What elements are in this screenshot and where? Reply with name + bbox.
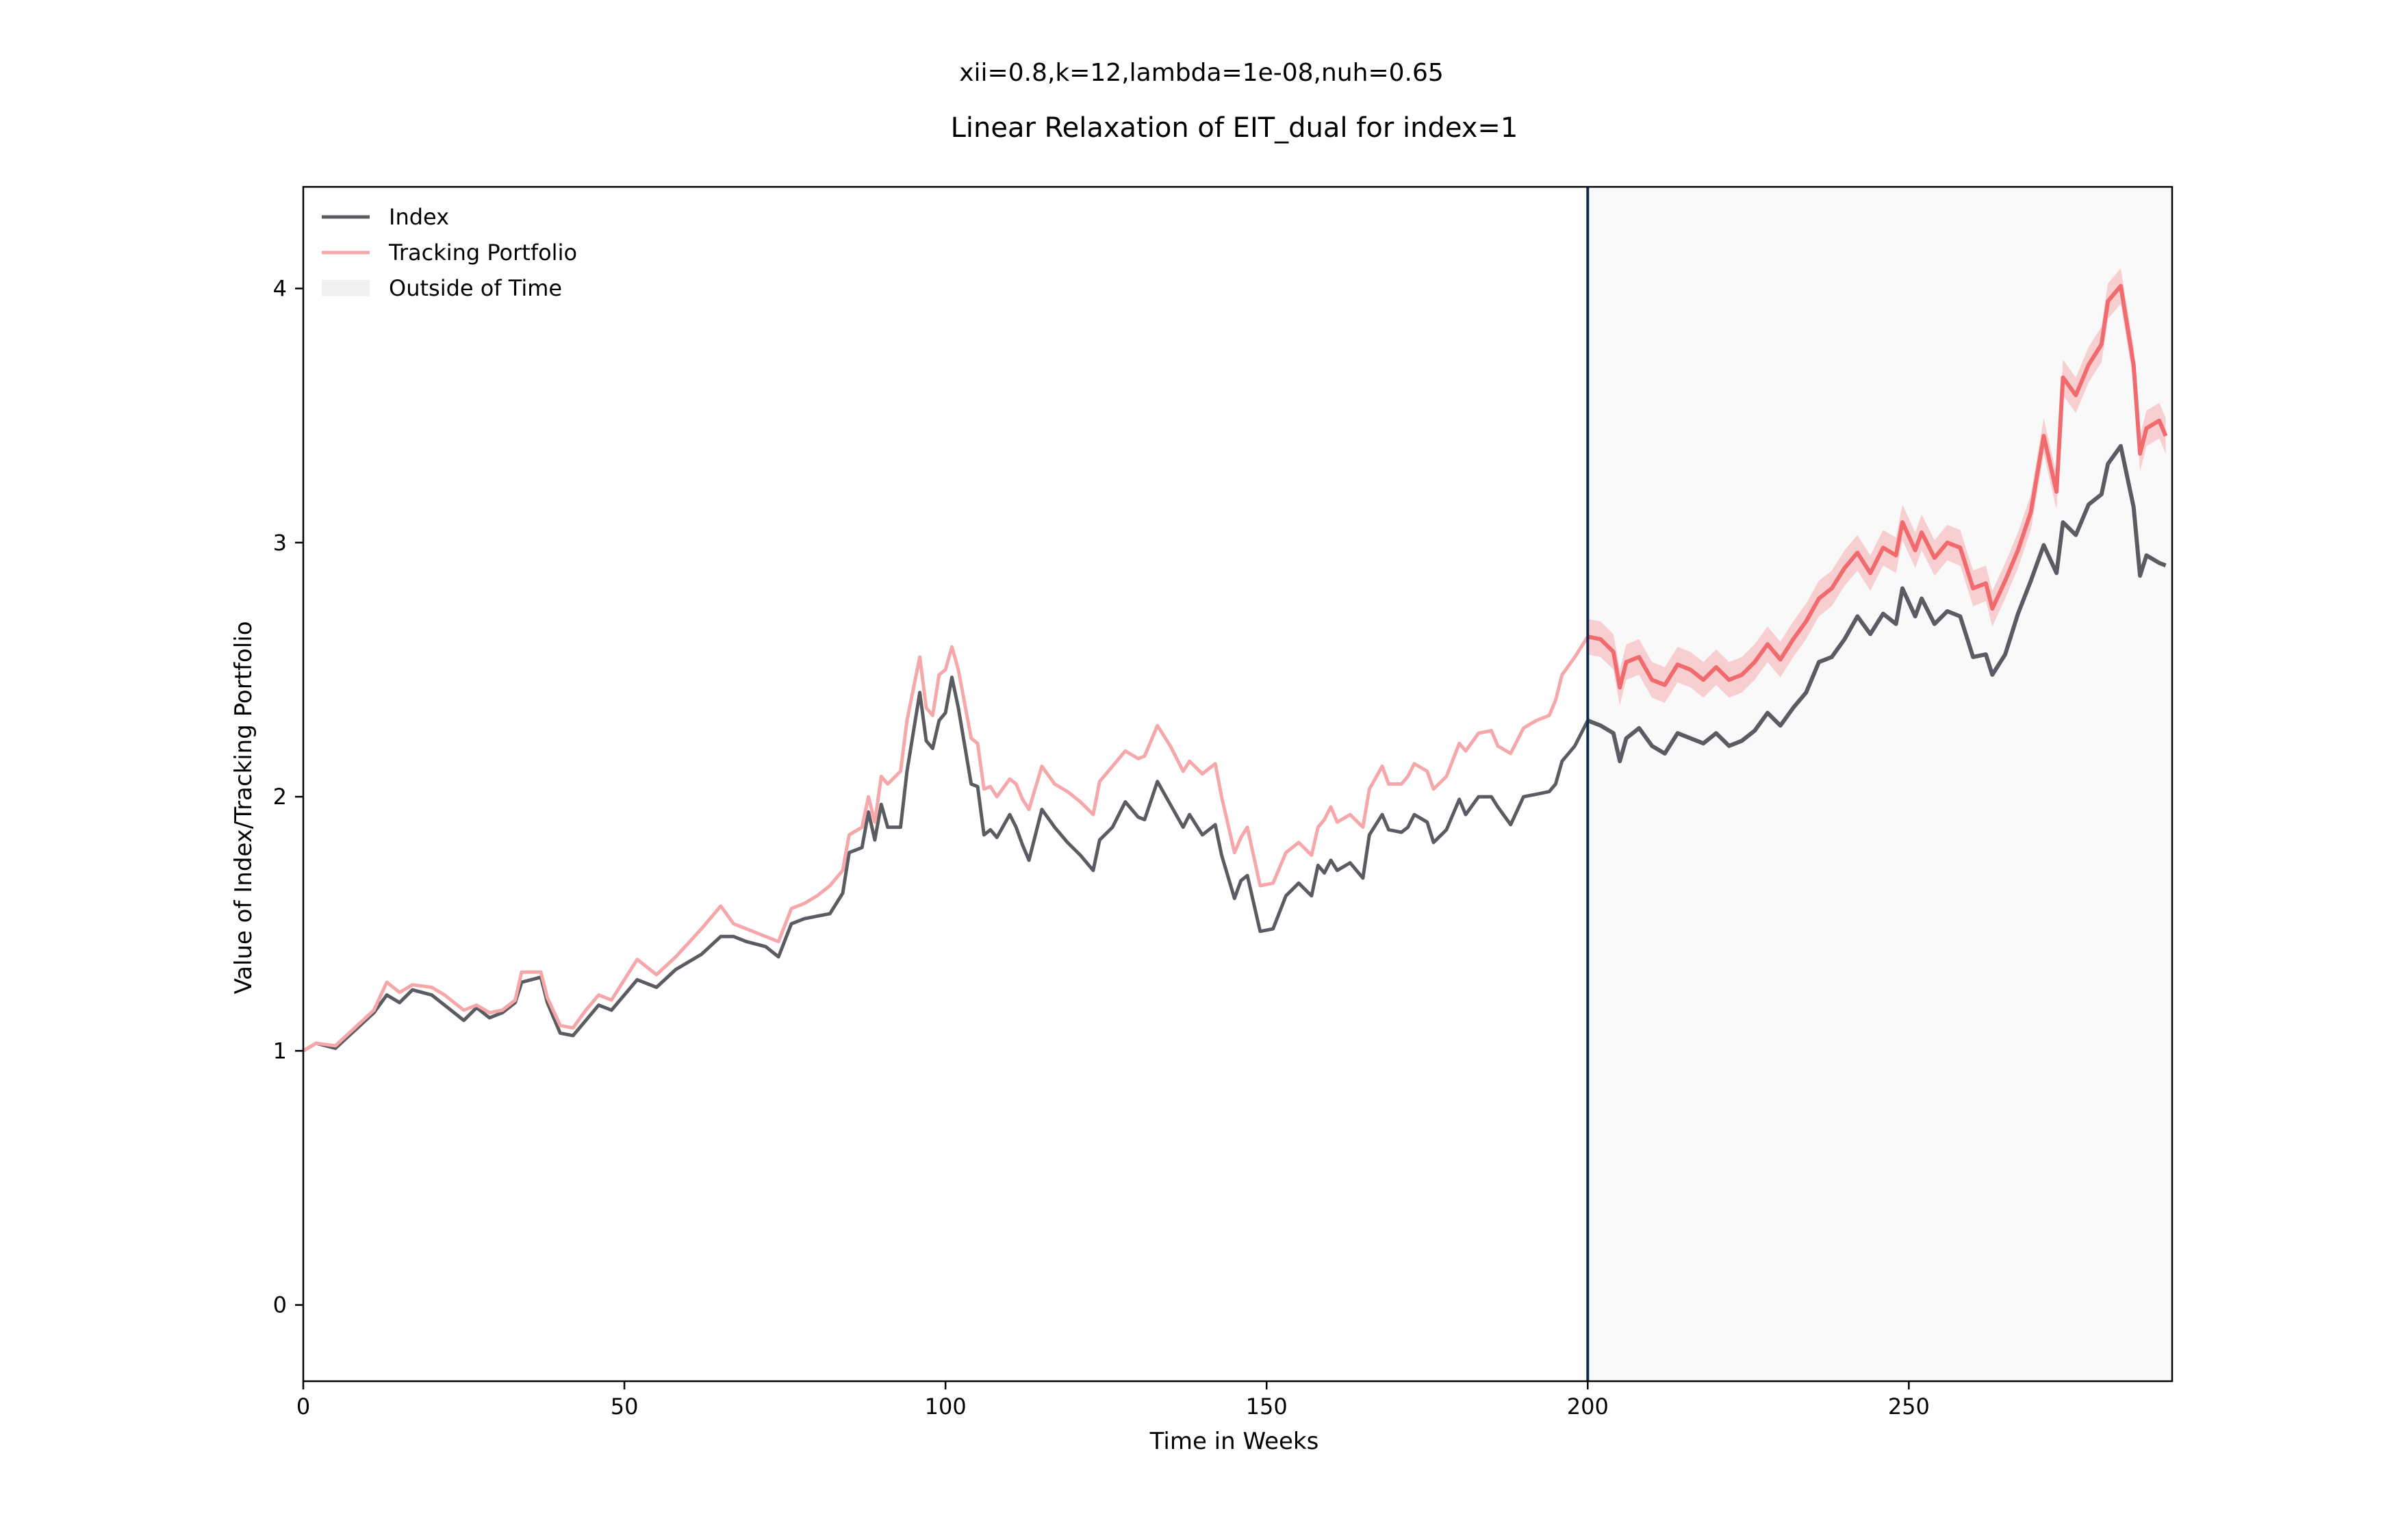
x-tick-label: 100 xyxy=(925,1394,967,1420)
legend-swatch-outside-of-time xyxy=(322,280,370,296)
y-tick-label: 4 xyxy=(273,276,287,302)
x-tick-label: 150 xyxy=(1246,1394,1288,1420)
y-tick-label: 3 xyxy=(273,530,287,556)
x-axis-ticks: 0 50 100 150 200 250 xyxy=(296,1381,1930,1420)
y-tick-label: 1 xyxy=(273,1038,287,1064)
index-line-out-of-sample xyxy=(1587,444,2167,764)
y-tick-label: 2 xyxy=(273,784,287,810)
legend-label: Tracking Portfolio xyxy=(388,240,577,266)
legend-label: Outside of Time xyxy=(389,275,562,301)
x-tick-label: 50 xyxy=(611,1394,639,1420)
legend-label: Index xyxy=(389,204,449,230)
x-tick-label: 0 xyxy=(296,1394,310,1420)
tracking-portfolio-line-out-of-sample xyxy=(1587,283,2168,690)
chart-title: Linear Relaxation of EIT_dual for index=… xyxy=(951,112,1518,144)
chart-suptitle: xii=0.8,k=12,lambda=1e-08,nuh=0.65 xyxy=(959,59,1444,87)
x-tick-label: 200 xyxy=(1567,1394,1609,1420)
y-axis-label: Value of Index/Tracking Portfolio xyxy=(230,621,257,994)
y-tick-label: 0 xyxy=(273,1292,287,1318)
x-axis-label: Time in Weeks xyxy=(1149,1428,1319,1455)
index-line-in-sample xyxy=(302,676,1590,1053)
y-axis-ticks: 0 1 2 3 4 xyxy=(273,276,303,1318)
legend: Index Tracking Portfolio Outside of Time xyxy=(322,204,577,301)
tracking-portfolio-line-in-sample xyxy=(302,635,1590,1053)
x-tick-label: 250 xyxy=(1888,1394,1930,1420)
plot-area-frame xyxy=(302,185,2174,1383)
